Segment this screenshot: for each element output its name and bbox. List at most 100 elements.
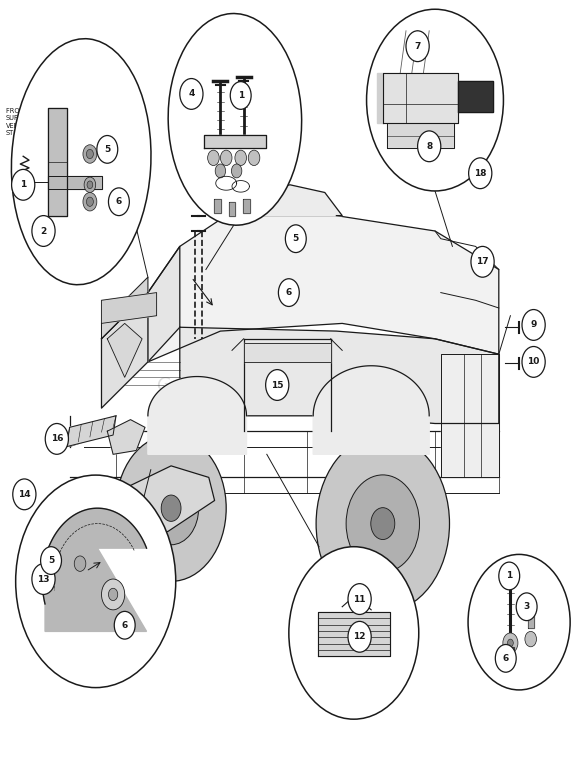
Circle shape bbox=[86, 197, 93, 206]
Polygon shape bbox=[229, 202, 235, 216]
Text: TYPICAL
2 PLACES: TYPICAL 2 PLACES bbox=[255, 69, 287, 83]
Polygon shape bbox=[102, 277, 148, 339]
Text: 5: 5 bbox=[293, 234, 299, 243]
Polygon shape bbox=[102, 466, 215, 547]
Text: 6: 6 bbox=[122, 621, 128, 630]
Circle shape bbox=[12, 169, 35, 200]
Circle shape bbox=[367, 9, 503, 191]
Polygon shape bbox=[67, 416, 116, 447]
Polygon shape bbox=[102, 293, 157, 323]
Circle shape bbox=[84, 177, 96, 192]
Circle shape bbox=[471, 246, 494, 277]
Circle shape bbox=[231, 164, 242, 178]
Text: 12: 12 bbox=[353, 632, 366, 641]
Polygon shape bbox=[107, 420, 145, 454]
Circle shape bbox=[215, 164, 226, 178]
Circle shape bbox=[230, 82, 251, 109]
Text: 18: 18 bbox=[474, 169, 487, 178]
Circle shape bbox=[32, 216, 55, 246]
Polygon shape bbox=[48, 108, 67, 216]
Circle shape bbox=[102, 579, 125, 610]
Circle shape bbox=[348, 621, 371, 652]
Circle shape bbox=[371, 507, 395, 540]
Polygon shape bbox=[107, 323, 142, 377]
Circle shape bbox=[285, 225, 306, 253]
Text: 2: 2 bbox=[41, 226, 46, 236]
Circle shape bbox=[108, 588, 118, 601]
Circle shape bbox=[116, 435, 226, 581]
Circle shape bbox=[13, 479, 36, 510]
Text: TYPICAL
2 PLACES: TYPICAL 2 PLACES bbox=[500, 664, 531, 678]
Circle shape bbox=[86, 149, 93, 159]
Text: TYPICAL
2 PLACES: TYPICAL 2 PLACES bbox=[75, 235, 107, 249]
Ellipse shape bbox=[12, 38, 151, 285]
Circle shape bbox=[266, 370, 289, 400]
Circle shape bbox=[495, 644, 516, 672]
Circle shape bbox=[278, 279, 299, 306]
Circle shape bbox=[74, 556, 86, 571]
Circle shape bbox=[114, 611, 135, 639]
Circle shape bbox=[83, 192, 97, 211]
Circle shape bbox=[41, 547, 61, 574]
Text: 6: 6 bbox=[116, 197, 122, 206]
Polygon shape bbox=[148, 377, 246, 454]
Text: 10: 10 bbox=[527, 357, 540, 367]
Text: 15: 15 bbox=[271, 380, 284, 390]
Circle shape bbox=[235, 150, 246, 166]
Text: 5: 5 bbox=[104, 145, 110, 154]
Text: 9: 9 bbox=[531, 320, 536, 330]
Polygon shape bbox=[204, 135, 266, 148]
Polygon shape bbox=[383, 73, 458, 123]
Circle shape bbox=[522, 310, 545, 340]
Polygon shape bbox=[528, 612, 534, 628]
Circle shape bbox=[508, 639, 513, 647]
Circle shape bbox=[87, 181, 93, 189]
Polygon shape bbox=[387, 123, 454, 148]
Circle shape bbox=[406, 31, 429, 62]
Circle shape bbox=[45, 424, 68, 454]
Text: 3: 3 bbox=[524, 602, 530, 611]
Text: 4: 4 bbox=[188, 89, 194, 99]
Text: 1: 1 bbox=[20, 180, 26, 189]
Polygon shape bbox=[441, 354, 499, 477]
Polygon shape bbox=[377, 73, 383, 123]
Polygon shape bbox=[214, 199, 221, 213]
Text: TYPICAL
2 PLACES: TYPICAL 2 PLACES bbox=[440, 154, 471, 168]
Circle shape bbox=[143, 471, 198, 545]
Circle shape bbox=[32, 564, 55, 594]
Circle shape bbox=[468, 554, 570, 690]
Polygon shape bbox=[318, 612, 390, 656]
Circle shape bbox=[248, 150, 260, 166]
Text: GolfCartPartsDirect: GolfCartPartsDirect bbox=[157, 376, 331, 394]
Text: 8: 8 bbox=[426, 142, 432, 151]
Polygon shape bbox=[48, 176, 102, 189]
Polygon shape bbox=[148, 216, 499, 362]
Text: 17: 17 bbox=[476, 257, 489, 266]
Polygon shape bbox=[506, 647, 514, 656]
Circle shape bbox=[220, 150, 232, 166]
Circle shape bbox=[522, 346, 545, 377]
Circle shape bbox=[346, 475, 419, 572]
Text: 11: 11 bbox=[353, 594, 366, 604]
Circle shape bbox=[97, 136, 118, 163]
Circle shape bbox=[83, 145, 97, 163]
Polygon shape bbox=[226, 185, 342, 216]
Polygon shape bbox=[102, 293, 148, 408]
Polygon shape bbox=[42, 508, 147, 631]
Text: FRONT SEAT
SUPPORT
VERTICAL
STRUT: FRONT SEAT SUPPORT VERTICAL STRUT bbox=[6, 108, 47, 136]
Circle shape bbox=[525, 601, 536, 616]
Text: 6: 6 bbox=[503, 654, 509, 663]
Polygon shape bbox=[148, 246, 180, 362]
Text: 1: 1 bbox=[506, 571, 512, 581]
Circle shape bbox=[525, 631, 536, 647]
Circle shape bbox=[469, 158, 492, 189]
Circle shape bbox=[503, 633, 518, 653]
Circle shape bbox=[16, 475, 176, 688]
Circle shape bbox=[180, 79, 203, 109]
Text: TYPICAL
EACH SIDE
OF VEHICLE: TYPICAL EACH SIDE OF VEHICLE bbox=[86, 638, 125, 658]
Circle shape bbox=[208, 150, 219, 166]
Circle shape bbox=[108, 188, 129, 216]
Text: 5: 5 bbox=[48, 556, 54, 565]
Circle shape bbox=[161, 495, 181, 521]
Polygon shape bbox=[313, 366, 429, 454]
